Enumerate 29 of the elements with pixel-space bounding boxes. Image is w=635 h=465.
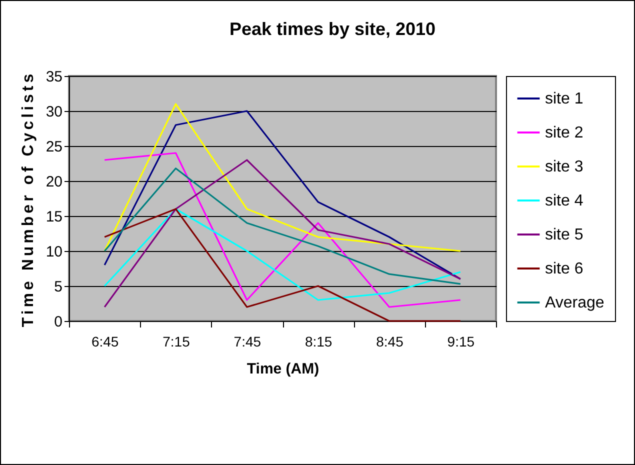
legend-label: site 5 xyxy=(545,226,584,244)
y-tick-label: 30 xyxy=(46,104,62,120)
chart-title: Peak times by site, 2010 xyxy=(229,19,436,39)
line-series xyxy=(104,110,462,280)
y-axis-title: Time Number of Cyclists xyxy=(20,70,37,328)
x-tick-label: 7:45 xyxy=(234,334,262,350)
line-series xyxy=(104,168,462,285)
y-tick-label: 5 xyxy=(54,278,62,296)
y-tick-label: 15 xyxy=(46,208,62,226)
legend-label: site 2 xyxy=(545,124,584,142)
legend-label: Average xyxy=(545,294,604,312)
legend-label: site 4 xyxy=(545,192,584,210)
x-tick-label: 9:15 xyxy=(447,334,475,350)
y-tick-label: 20 xyxy=(46,174,62,190)
x-axis-title: Time (AM) xyxy=(246,360,320,378)
y-tick-label: 25 xyxy=(46,138,62,156)
y-tick-label: 0 xyxy=(54,314,62,330)
legend-label: site 6 xyxy=(545,260,584,278)
x-tick-label: 6:45 xyxy=(91,334,119,350)
legend-label: site 1 xyxy=(545,90,584,108)
y-tick-label: 35 xyxy=(46,68,62,86)
x-tick-label: 8:15 xyxy=(304,334,332,350)
x-tick-label: 8:45 xyxy=(376,334,404,350)
x-tick-label: 7:15 xyxy=(162,334,190,350)
y-tick-label: 10 xyxy=(46,244,62,260)
legend-label: site 3 xyxy=(545,158,584,176)
line-series xyxy=(104,208,462,301)
line-series xyxy=(104,103,462,252)
line-series xyxy=(104,208,462,322)
